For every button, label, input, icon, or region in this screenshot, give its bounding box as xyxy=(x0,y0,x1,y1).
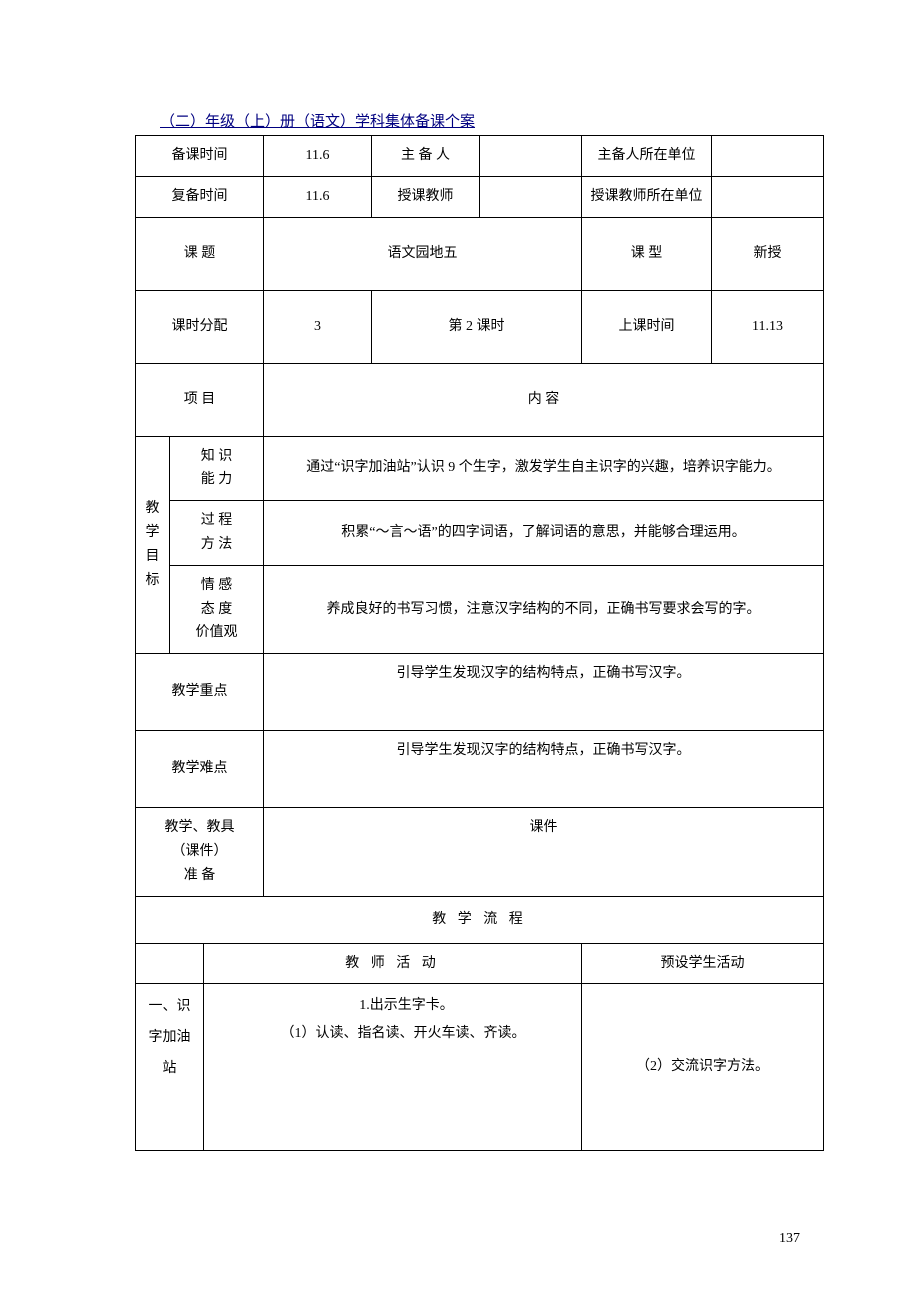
period-alloc-value: 3 xyxy=(264,290,372,363)
class-time-value: 11.13 xyxy=(712,290,824,363)
knowledge-text: 通过“识字加油站”认识 9 个生字，激发学生自主识字的兴趣，培养识字能力。 xyxy=(264,436,824,501)
difficulty-label: 教学难点 xyxy=(136,731,264,808)
teacher-value xyxy=(480,176,582,217)
emotion-text: 养成良好的书写习惯，注意汉字结构的不同，正确书写要求会写的字。 xyxy=(264,565,824,653)
project-label: 项 目 xyxy=(136,363,264,436)
period-num-label: 第 2 课时 xyxy=(372,290,582,363)
objectives-group-label: 教学目标 xyxy=(136,436,170,654)
materials-label: 教学、教具 （课件） 准 备 xyxy=(136,808,264,896)
main-preparer-unit-label: 主备人所在单位 xyxy=(582,136,712,177)
process-label: 过 程 方 法 xyxy=(170,501,264,566)
knowledge-label: 知 识 能 力 xyxy=(170,436,264,501)
teacher-unit-value xyxy=(712,176,824,217)
topic-value: 语文园地五 xyxy=(264,217,582,290)
materials-text: 课件 xyxy=(264,808,824,896)
page-number: 137 xyxy=(779,1231,800,1247)
lesson-plan-table: 备课时间 11.6 主 备 人 主备人所在单位 复备时间 11.6 授课教师 授… xyxy=(135,135,824,1151)
reprep-time-value: 11.6 xyxy=(264,176,372,217)
main-preparer-unit-value xyxy=(712,136,824,177)
teacher-activity-label: 教 师 活 动 xyxy=(204,943,582,984)
reprep-time-label: 复备时间 xyxy=(136,176,264,217)
teacher-label: 授课教师 xyxy=(372,176,480,217)
prep-time-value: 11.6 xyxy=(264,136,372,177)
flow-header: 教 学 流 程 xyxy=(136,896,824,943)
student-activity-label: 预设学生活动 xyxy=(582,943,824,984)
main-preparer-value xyxy=(480,136,582,177)
class-type-label: 课 型 xyxy=(582,217,712,290)
topic-label: 课 题 xyxy=(136,217,264,290)
flow-left-blank xyxy=(136,943,204,984)
class-time-label: 上课时间 xyxy=(582,290,712,363)
keypoint-label: 教学重点 xyxy=(136,654,264,731)
emotion-label: 情 感 态 度 价值观 xyxy=(170,565,264,653)
doc-title: （二）年级（上）册（语文）学科集体备课个案 xyxy=(135,110,830,131)
keypoint-text: 引导学生发现汉字的结构特点，正确书写汉字。 xyxy=(264,654,824,731)
difficulty-text: 引导学生发现汉字的结构特点，正确书写汉字。 xyxy=(264,731,824,808)
content-label: 内 容 xyxy=(264,363,824,436)
section1-teacher: 1.出示生字卡。 （1）认读、指名读、开火车读、齐读。 xyxy=(204,984,582,1151)
period-alloc-label: 课时分配 xyxy=(136,290,264,363)
main-preparer-label: 主 备 人 xyxy=(372,136,480,177)
process-text: 积累“～言～语”的四字词语，了解词语的意思，并能够合理运用。 xyxy=(264,501,824,566)
prep-time-label: 备课时间 xyxy=(136,136,264,177)
class-type-value: 新授 xyxy=(712,217,824,290)
teacher-unit-label: 授课教师所在单位 xyxy=(582,176,712,217)
section1-label: 一、识字加油站 xyxy=(136,984,204,1151)
section1-student: （2）交流识字方法。 xyxy=(582,984,824,1151)
